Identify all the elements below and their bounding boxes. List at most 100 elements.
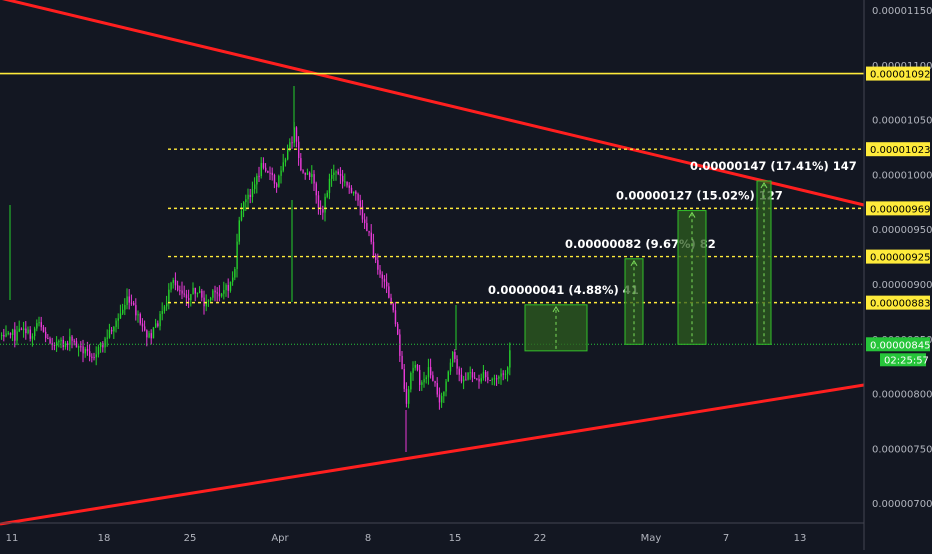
candle-body [381, 274, 383, 279]
candle-body [313, 174, 315, 184]
candle-body [185, 294, 188, 299]
candle-body [113, 326, 115, 332]
candle-body [27, 329, 29, 334]
level-price-text: 0.00001023 [870, 145, 930, 156]
price-tick-label: 0.00001100 [872, 61, 932, 72]
candle-body [507, 367, 509, 374]
candle-body [282, 162, 284, 171]
projection-group: 0.00000127 (15.02%) 127 [616, 189, 783, 345]
candle-body [487, 377, 489, 381]
candle-body [150, 333, 152, 339]
time-axis[interactable]: 11 18 25 Apr 8 15 22 May 7 13 [6, 533, 807, 544]
candle-body [7, 332, 9, 334]
candle-body [172, 280, 174, 283]
candle-body [500, 373, 502, 377]
candle-body [353, 191, 355, 194]
candle-body [441, 396, 443, 403]
candle-body [315, 183, 317, 196]
candle-body [168, 289, 170, 303]
candle-body [370, 232, 372, 242]
candle-body [84, 348, 86, 354]
candle-body [139, 314, 141, 324]
candle-body [474, 377, 476, 379]
candle-body [390, 297, 392, 305]
candle-body [9, 332, 12, 336]
candle-body [401, 355, 403, 370]
candle-body [245, 199, 247, 203]
candle-body [287, 149, 289, 160]
candle-body [229, 281, 232, 291]
candle-body [388, 286, 390, 298]
candle-body [58, 341, 60, 343]
candle-body [416, 364, 419, 370]
projection-arrowhead [630, 259, 638, 267]
level-price-tag [866, 142, 930, 157]
projection-box [624, 258, 644, 345]
candle-body [100, 343, 102, 347]
candle-body [5, 333, 7, 337]
countdown-text: 02:25:57 [884, 355, 929, 366]
projection-label: 0.00000147 (17.41%) 147 [690, 159, 857, 173]
candle-body [335, 171, 337, 173]
level-price-text: 0.00000883 [870, 299, 930, 310]
candle-body [405, 388, 408, 404]
candle-body [443, 391, 445, 397]
level-price-tag [866, 249, 930, 264]
price-tick-label: 0.00001050 [872, 116, 932, 127]
candle-body [130, 302, 133, 304]
candle-body [304, 172, 306, 175]
candle-body [106, 337, 108, 339]
candle-body [225, 284, 227, 291]
candle-body [436, 383, 438, 395]
candle-body [331, 174, 333, 179]
candle-body [476, 378, 478, 380]
candle-body [221, 293, 223, 297]
candle-body [449, 362, 452, 372]
candle-body [456, 358, 458, 369]
candle-body [161, 311, 163, 314]
price-tick-label: 0.00000750 [872, 444, 932, 455]
price-tick-label: 0.00000700 [872, 499, 932, 510]
candle-body [159, 313, 161, 327]
candle-body [496, 378, 498, 380]
descending-trendline [1, 0, 865, 207]
candle-body [251, 189, 254, 197]
candle-body [163, 306, 166, 312]
candle-body [80, 346, 82, 348]
candle-body [78, 346, 80, 348]
candle-body [427, 367, 430, 378]
candle-body [223, 290, 225, 294]
candle-body [108, 329, 111, 338]
projection-arrowhead [760, 182, 768, 189]
candle-body [14, 329, 16, 341]
projection-group: 0.00000147 (17.41%) 147 [690, 159, 857, 345]
candle-body [410, 372, 412, 390]
candle-body [18, 328, 20, 332]
price-tick-label: 0.00000900 [872, 280, 932, 291]
candle-body [20, 328, 23, 330]
candle-body [236, 241, 238, 270]
candle-body [148, 333, 150, 338]
candle-body [289, 142, 291, 150]
candle-body [386, 281, 388, 287]
candle-body [128, 296, 130, 303]
projections-layer: 0.00000041 (4.88%) 410.00000082 (9.67%) … [488, 159, 857, 352]
candle-body [333, 172, 335, 175]
candle-body [212, 290, 214, 298]
candle-body [56, 341, 58, 346]
candle-body [355, 191, 357, 195]
candle-body [302, 170, 304, 173]
candle-body [328, 178, 331, 193]
candle-body [399, 334, 401, 356]
candle-body [31, 336, 34, 339]
candle-body [454, 352, 456, 359]
ascending-trendline [0, 383, 865, 526]
candle-body [504, 373, 507, 375]
candle-body [284, 159, 287, 163]
projection-label: 0.00000041 (4.88%) 41 [488, 283, 639, 297]
candle-body [377, 260, 379, 270]
candle-body [89, 351, 91, 357]
candle-body [91, 356, 93, 358]
